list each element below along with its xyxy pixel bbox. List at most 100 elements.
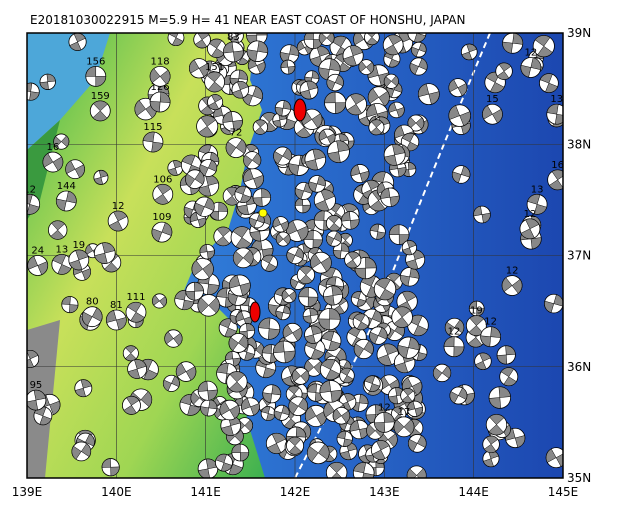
event-label: 12 (524, 47, 537, 58)
beachball-quadrant (299, 80, 318, 100)
beachball-quadrant (302, 308, 319, 324)
beachball-quadrant (53, 135, 70, 148)
beachball-quadrant (189, 59, 210, 78)
beachball-quadrant (262, 384, 281, 404)
beachball-quadrant (299, 265, 313, 284)
beachball-quadrant (393, 419, 415, 435)
x-tick-label: 142E (280, 485, 311, 499)
beachball-quadrant (81, 307, 103, 326)
beachball-quadrant (480, 326, 501, 347)
beachball-quadrant (308, 175, 326, 193)
beachball-quadrant (350, 164, 370, 183)
beachball-quadrant (326, 74, 344, 91)
beachball-quadrant (326, 231, 342, 246)
beachball-quadrant (413, 33, 426, 43)
beachball-quadrant (223, 41, 244, 63)
beachball-quadrant (393, 306, 411, 328)
beachball-quadrant (231, 443, 249, 462)
beachball-quadrant (408, 435, 427, 452)
event-label: 12 (524, 209, 537, 220)
beachball-quadrant (520, 218, 540, 240)
beachball-quadrant (69, 33, 86, 51)
beachball-quadrant (127, 359, 147, 379)
event-label: 12 (484, 317, 497, 328)
beachball-quadrant (199, 159, 217, 177)
beachball-quadrant (27, 255, 48, 276)
beachball-quadrant (548, 169, 563, 191)
beachball-quadrant (370, 119, 383, 136)
epicenter-dot (258, 208, 268, 218)
beachball-quadrant (199, 244, 215, 260)
beachball-quadrant (222, 111, 243, 132)
event-label: 95 (30, 380, 43, 391)
beachball-quadrant (353, 313, 369, 331)
event-label: 12 (23, 184, 36, 195)
beachball-quadrant (175, 362, 197, 381)
event-label: 12 (112, 201, 125, 212)
beachball-quadrant (346, 93, 366, 116)
beachball-quadrant (233, 249, 254, 266)
beachball-quadrant (288, 436, 302, 455)
event-label: 12 (506, 266, 519, 277)
beachball-quadrant (56, 190, 77, 212)
beachball-quadrant (323, 285, 343, 306)
event-label: 13 (550, 94, 563, 105)
beachball-quadrant (448, 79, 468, 97)
beachball-quadrant (234, 185, 252, 203)
beachball-quadrant (106, 310, 127, 331)
beachball-quadrant (496, 62, 512, 80)
beachball-quadrant (371, 440, 390, 460)
beachball-quadrant (358, 60, 375, 74)
event-label: 109 (152, 212, 171, 223)
beachball-quadrant (418, 83, 440, 105)
beachball-quadrant (229, 274, 251, 296)
beachball-quadrant (345, 251, 360, 269)
beachball-quadrant (374, 412, 395, 433)
beachball-quadrant (304, 325, 323, 344)
beachball-quadrant (52, 254, 72, 275)
beachball-quadrant (151, 222, 173, 242)
beachball-quadrant (228, 334, 249, 351)
beachball-quadrant (123, 396, 140, 415)
event-label: 118 (151, 56, 170, 67)
beachball-quadrant (149, 91, 171, 113)
beachball-quadrant (149, 68, 171, 85)
beachball-quadrant (380, 187, 400, 207)
beachball-quadrant (125, 345, 137, 362)
event-label: 80 (86, 297, 99, 308)
beachball-quadrant (397, 336, 420, 359)
beachball-quadrant (377, 343, 399, 366)
beachball-quadrant (101, 458, 120, 477)
lowland (27, 120, 60, 220)
event-label: 83 (227, 32, 240, 43)
beachball-quadrant (407, 401, 423, 417)
beachball-quadrant (219, 401, 240, 419)
beachball-quadrant (384, 144, 406, 166)
event-label: 19 (72, 240, 85, 251)
beachball-quadrant (443, 336, 465, 357)
beachball-quadrant (197, 380, 218, 401)
beachball-quadrant (191, 260, 214, 278)
beachball-quadrant (327, 140, 350, 163)
beachball-quadrant (401, 388, 414, 403)
y-tick-label: 36N (567, 360, 591, 374)
beachball-quadrant (288, 397, 308, 415)
event-label: 19 (470, 306, 483, 317)
x-tick-label: 141E (190, 485, 221, 499)
event-label: 16 (47, 142, 60, 153)
beachball-quadrant (369, 223, 386, 240)
beachball-quadrant (475, 352, 491, 370)
beachball-quadrant (215, 226, 231, 247)
beachball-quadrant (545, 448, 563, 467)
beachball-quadrant (232, 81, 249, 99)
event-label: 151 (205, 62, 224, 73)
beachball-quadrant (449, 387, 468, 404)
beachball-quadrant (281, 289, 297, 302)
beachball-quadrant (275, 305, 291, 320)
event-label: 144 (57, 181, 76, 192)
beachball-quadrant (189, 211, 207, 228)
beachball-quadrant (336, 430, 353, 447)
beachball-quadrant (261, 254, 277, 272)
beachball-quadrant (74, 379, 92, 397)
beachball-quadrant (241, 397, 260, 416)
